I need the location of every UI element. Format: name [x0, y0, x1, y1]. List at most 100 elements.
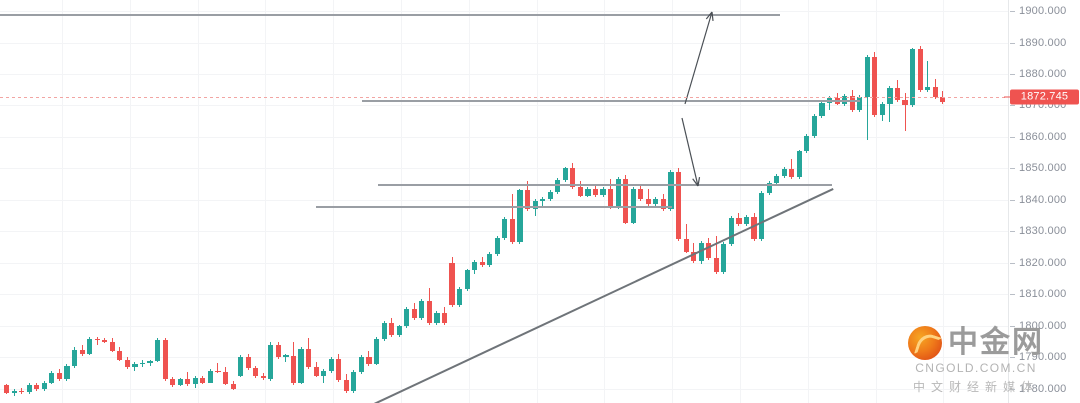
grid-line-horizontal	[0, 263, 1008, 264]
candle-body	[245, 357, 251, 369]
candle-body	[789, 169, 795, 178]
candle-body	[638, 188, 644, 200]
price-axis[interactable]: 1900.000 1890.000 1880.000 1870.000 1860.000…	[1004, 0, 1080, 403]
candle-body	[819, 102, 825, 117]
breakout-resistance-line[interactable]	[362, 100, 860, 102]
plot-area[interactable]	[0, 0, 1008, 403]
grid-line-horizontal	[0, 11, 1008, 12]
candle-body	[411, 308, 417, 318]
candlestick	[253, 0, 259, 403]
candle-body	[396, 326, 402, 335]
candle-wick	[96, 337, 98, 346]
candle-body	[102, 339, 108, 342]
candle-body	[728, 217, 734, 244]
candlestick	[925, 0, 931, 403]
candlestick	[426, 0, 432, 403]
candlestick	[366, 0, 372, 403]
mid-support-line[interactable]	[378, 184, 832, 186]
price-tick-label: 1780.000	[1009, 382, 1067, 395]
grid-line-vertical	[469, 0, 470, 403]
candle-body	[200, 378, 206, 383]
candlestick	[19, 0, 25, 403]
candle-body	[796, 151, 802, 178]
candle-body	[472, 261, 478, 271]
grid-line-horizontal	[0, 326, 1008, 327]
candle-body	[306, 349, 312, 367]
candle-body	[11, 390, 17, 394]
candlestick	[532, 0, 538, 403]
candle-body	[162, 340, 168, 380]
price-tick-label: 1850.000	[1009, 162, 1067, 175]
candlestick	[64, 0, 70, 403]
candle-body	[683, 238, 689, 252]
candle-body	[109, 341, 115, 352]
grid-line-horizontal	[0, 43, 1008, 44]
candle-body	[283, 355, 289, 358]
candlestick	[872, 0, 878, 403]
price-tick-label: 1790.000	[1009, 351, 1067, 364]
candlestick	[34, 0, 40, 403]
candlestick	[494, 0, 500, 403]
candle-body	[781, 169, 787, 176]
candle-body	[600, 189, 606, 195]
candle-body	[615, 178, 621, 207]
candle-wick	[217, 363, 219, 374]
candlestick	[743, 0, 750, 403]
candle-body	[910, 49, 916, 106]
candlestick	[683, 0, 689, 403]
candlestick	[434, 0, 440, 403]
candlestick	[789, 0, 795, 403]
candle-wick	[149, 359, 151, 367]
grid-line-horizontal	[0, 168, 1008, 169]
candlestick	[834, 0, 840, 403]
grid-line-vertical	[62, 0, 63, 403]
candle-body	[230, 383, 236, 389]
candle-body	[645, 199, 651, 205]
candlestick	[321, 0, 327, 403]
candlestick	[4, 0, 10, 403]
candle-body	[479, 261, 485, 266]
candle-body	[932, 86, 938, 98]
candlestick	[147, 0, 153, 403]
candlestick	[373, 0, 380, 403]
price-tick-label: 1880.000	[1009, 67, 1067, 80]
candlestick	[547, 0, 553, 403]
candlestick	[608, 0, 614, 403]
candlestick	[49, 0, 55, 403]
candle-wick	[829, 96, 831, 110]
grid-line-vertical	[808, 0, 809, 403]
candle-body	[887, 87, 893, 105]
grid-line-horizontal	[0, 357, 1008, 358]
candlestick	[200, 0, 206, 403]
candle-body	[34, 385, 40, 390]
watermark-url: CNGOLD.COM.CN	[915, 361, 1037, 375]
grid-line-vertical	[943, 0, 944, 403]
candle-body	[404, 308, 410, 327]
candlestick	[381, 0, 387, 403]
candlestick	[102, 0, 108, 403]
candlestick	[849, 0, 855, 403]
lower-support-line[interactable]	[316, 206, 672, 208]
grid-line-vertical	[876, 0, 877, 403]
candle-body	[630, 188, 636, 223]
candle-body	[298, 349, 304, 383]
candle-body	[268, 344, 274, 380]
candle-body	[170, 379, 176, 386]
candle-body	[532, 201, 538, 210]
candlestick	[623, 0, 629, 403]
candlestick	[842, 0, 848, 403]
candle-wick	[647, 189, 649, 207]
candlestick	[751, 0, 757, 403]
candle-body	[698, 242, 704, 261]
upper-target-line[interactable]	[0, 14, 780, 16]
candle-wick	[685, 223, 687, 254]
candlestick	[600, 0, 606, 403]
candle-wick	[927, 60, 929, 92]
grid-line-vertical	[130, 0, 131, 403]
candle-body	[774, 175, 780, 183]
candlestick	[857, 0, 863, 403]
candle-body	[192, 378, 198, 384]
candle-body	[509, 218, 516, 243]
grid-line-horizontal	[0, 137, 1008, 138]
